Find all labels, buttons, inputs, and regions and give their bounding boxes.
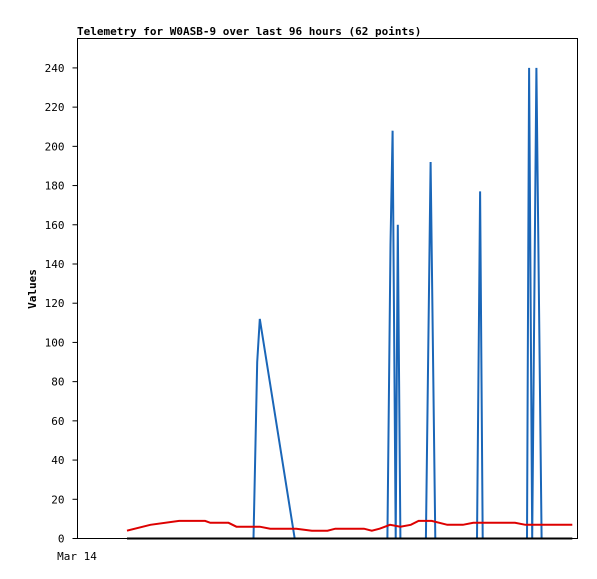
series-line-2	[126, 519, 573, 532]
y-tick-label: 120	[45, 297, 65, 310]
y-tick-label: 80	[51, 376, 64, 389]
y-tick-label: 0	[58, 533, 65, 546]
y-tick-label: 40	[51, 454, 64, 467]
chart-title: Telemetry for W0ASB-9 over last 96 hours…	[77, 25, 421, 38]
series-group	[126, 67, 573, 540]
x-tick-label: Mar 14	[57, 550, 97, 563]
y-tick-label: 100	[45, 336, 65, 349]
y-axis-label: Values	[26, 269, 39, 309]
y-tick-label: 200	[45, 140, 65, 153]
y-tick-label: 180	[45, 180, 65, 193]
plot-area-frame	[77, 38, 578, 539]
y-tick-label: 140	[45, 258, 65, 271]
y-axis-ticks: 0 20 40 60 80 100 120 140 160 180 200 220 240	[45, 62, 78, 546]
y-tick-label: 20	[51, 493, 64, 506]
y-tick-label: 220	[45, 101, 65, 114]
y-tick-label: 160	[45, 219, 65, 232]
y-tick-label: 60	[51, 415, 64, 428]
y-tick-label: 240	[45, 62, 65, 75]
series-line-1	[252, 67, 543, 540]
